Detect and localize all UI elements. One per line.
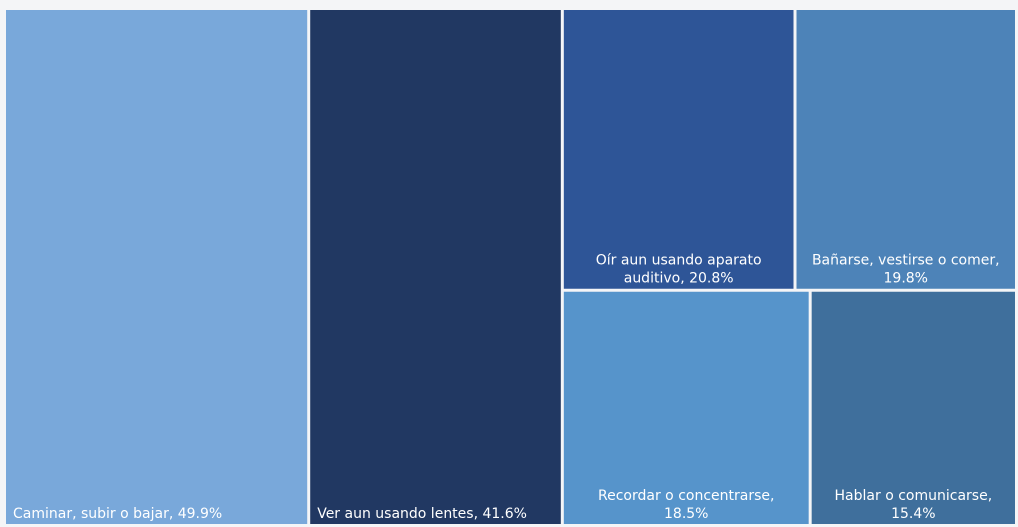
tile-label: auditivo, 20.8% <box>624 271 734 287</box>
tile-label: 15.4% <box>891 506 935 522</box>
treemap-tiles: Caminar, subir o bajar, 49.9% Ver aun usa… <box>6 10 1015 524</box>
treemap-tile-rect[interactable] <box>563 10 794 289</box>
treemap-tile-rect[interactable] <box>6 10 308 524</box>
treemap-tile[interactable]: Bañarse, vestirse o comer, 19.8% <box>796 10 1015 289</box>
treemap-tile[interactable]: Recordar o concentrarse, 18.5% <box>563 291 809 524</box>
tile-label: Oír aun usando aparato <box>596 253 762 269</box>
treemap-tile-rect[interactable] <box>796 10 1015 289</box>
tile-label: 19.8% <box>884 271 928 287</box>
tile-label: Bañarse, vestirse o comer, <box>812 253 1000 269</box>
tile-label: 18.5% <box>664 506 708 522</box>
treemap-tile[interactable]: Caminar, subir o bajar, 49.9% <box>6 10 308 524</box>
treemap-tile-rect[interactable] <box>563 291 809 524</box>
treemap-tile[interactable]: Oír aun usando aparato auditivo, 20.8% <box>563 10 794 289</box>
tile-label: Recordar o concentrarse, <box>598 488 774 504</box>
tile-label: Hablar o comunicarse, <box>835 488 993 504</box>
tile-label: Ver aun usando lentes, 41.6% <box>317 506 527 522</box>
treemap-tile-rect[interactable] <box>310 10 561 524</box>
tile-label: Caminar, subir o bajar, 49.9% <box>13 506 222 522</box>
treemap-tile[interactable]: Hablar o comunicarse, 15.4% <box>811 291 1015 524</box>
treemap-tile-rect[interactable] <box>811 291 1015 524</box>
treemap-tile[interactable]: Ver aun usando lentes, 41.6% <box>310 10 561 524</box>
